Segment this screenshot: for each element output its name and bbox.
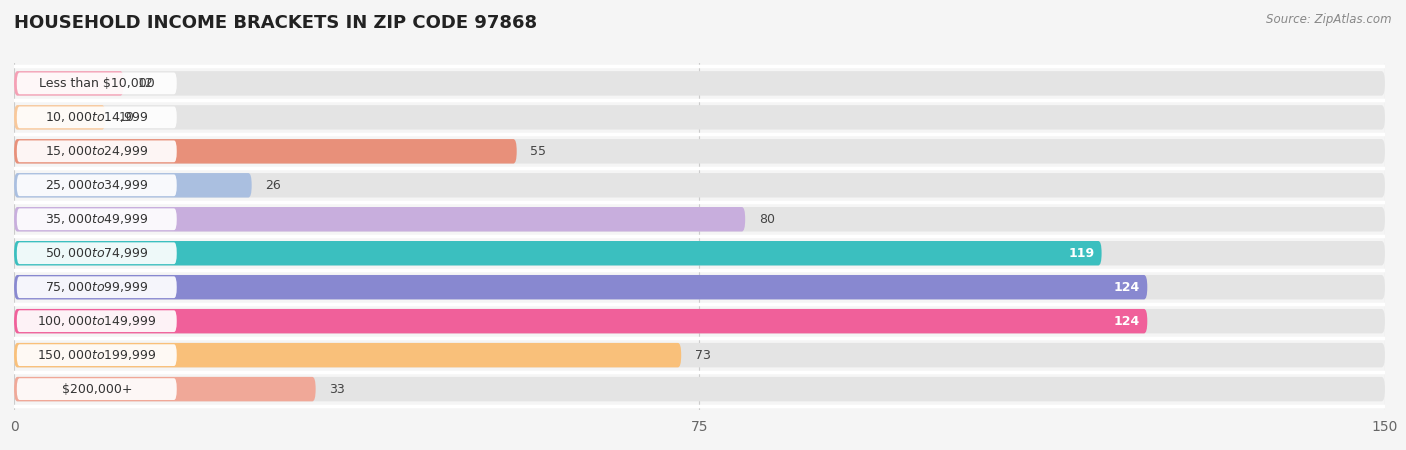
FancyBboxPatch shape [17,276,177,298]
FancyBboxPatch shape [14,207,1385,231]
Text: 26: 26 [266,179,281,192]
FancyBboxPatch shape [14,173,1385,198]
Text: $100,000 to $149,999: $100,000 to $149,999 [37,314,156,328]
FancyBboxPatch shape [14,343,682,367]
FancyBboxPatch shape [14,309,1147,333]
Text: 80: 80 [759,213,775,226]
FancyBboxPatch shape [17,310,177,332]
FancyBboxPatch shape [17,243,177,264]
FancyBboxPatch shape [14,71,124,95]
Text: 33: 33 [329,382,344,396]
FancyBboxPatch shape [17,378,177,400]
FancyBboxPatch shape [17,344,177,366]
FancyBboxPatch shape [17,107,177,128]
Text: Less than $10,000: Less than $10,000 [39,77,155,90]
Text: $200,000+: $200,000+ [62,382,132,396]
FancyBboxPatch shape [17,140,177,162]
FancyBboxPatch shape [14,377,316,401]
Text: $50,000 to $74,999: $50,000 to $74,999 [45,246,149,260]
Text: $10,000 to $14,999: $10,000 to $14,999 [45,110,149,124]
Text: $25,000 to $34,999: $25,000 to $34,999 [45,178,149,192]
Text: 124: 124 [1114,315,1140,328]
FancyBboxPatch shape [14,343,1385,367]
FancyBboxPatch shape [17,175,177,196]
FancyBboxPatch shape [14,377,1385,401]
Text: $75,000 to $99,999: $75,000 to $99,999 [45,280,149,294]
Text: HOUSEHOLD INCOME BRACKETS IN ZIP CODE 97868: HOUSEHOLD INCOME BRACKETS IN ZIP CODE 97… [14,14,537,32]
FancyBboxPatch shape [14,71,1385,95]
Text: 12: 12 [138,77,153,90]
FancyBboxPatch shape [17,208,177,230]
Text: 55: 55 [530,145,547,158]
Text: 10: 10 [120,111,135,124]
Text: $15,000 to $24,999: $15,000 to $24,999 [45,144,149,158]
FancyBboxPatch shape [14,173,252,198]
FancyBboxPatch shape [14,139,517,163]
FancyBboxPatch shape [14,105,1385,130]
FancyBboxPatch shape [14,275,1385,299]
FancyBboxPatch shape [14,207,745,231]
FancyBboxPatch shape [17,72,177,94]
Text: 119: 119 [1069,247,1094,260]
Text: Source: ZipAtlas.com: Source: ZipAtlas.com [1267,14,1392,27]
FancyBboxPatch shape [14,139,1385,163]
FancyBboxPatch shape [14,309,1385,333]
Text: $35,000 to $49,999: $35,000 to $49,999 [45,212,149,226]
Text: $150,000 to $199,999: $150,000 to $199,999 [37,348,156,362]
Text: 73: 73 [695,349,711,362]
FancyBboxPatch shape [14,241,1385,266]
FancyBboxPatch shape [14,105,105,130]
Text: 124: 124 [1114,281,1140,294]
FancyBboxPatch shape [14,241,1102,266]
FancyBboxPatch shape [14,275,1147,299]
